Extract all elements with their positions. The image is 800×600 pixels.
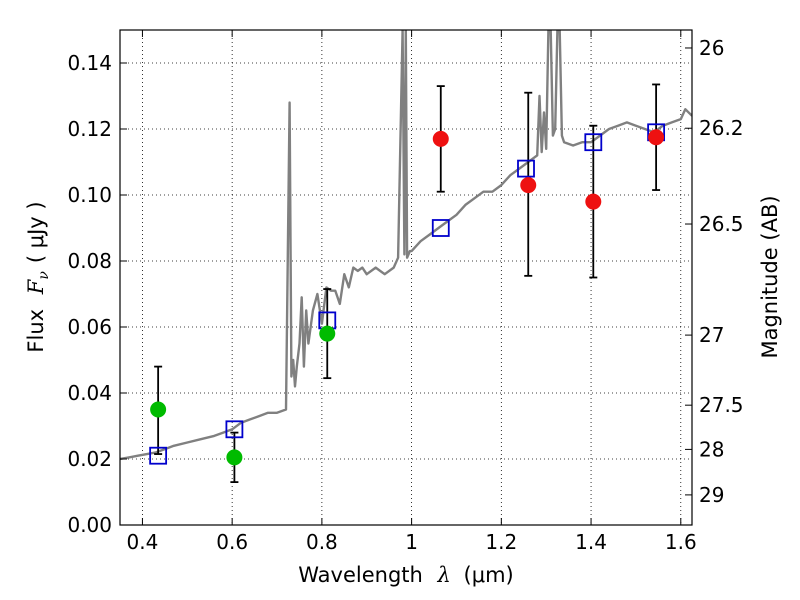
x-axis-title: Wavelength λ (μm)	[298, 563, 513, 587]
x-tick-label: 0.6	[216, 530, 248, 554]
model-band-marker	[517, 159, 535, 178]
y2-tick-label: 26.2	[699, 116, 744, 140]
y-tick-label: 0.06	[67, 315, 112, 339]
data-point	[648, 129, 665, 146]
data-point	[432, 130, 449, 147]
data-point	[520, 177, 537, 194]
model-band-marker	[225, 420, 244, 439]
data-point	[150, 401, 167, 418]
data-point	[585, 193, 602, 210]
x-tick-label: 1.4	[575, 530, 607, 554]
y-tick-label: 0.04	[67, 381, 112, 405]
y2-tick-label: 26	[699, 36, 724, 60]
y2-tick-label: 28	[699, 437, 724, 461]
y-tick-label: 0.14	[67, 51, 112, 75]
model-band-marker	[149, 446, 168, 465]
model-band-marker	[431, 219, 450, 237]
y-axis-title: Flux Fν( μJy )	[24, 201, 52, 352]
plot-area	[120, 30, 692, 484]
y2-tick-label: 27	[699, 323, 724, 347]
x-tick-label: 0.8	[306, 530, 338, 554]
x-tick-label: 1.2	[485, 530, 517, 554]
x-tick-label: 1	[405, 530, 418, 554]
y-tick-label: 0.00	[67, 513, 112, 537]
x-tick-label: 1.6	[665, 530, 697, 554]
x-tick-label: 0.4	[127, 530, 159, 554]
axis-ticks: 0.4 0.6 0.8 1 1.2 1.4 1.6 0.00 0.02 0.04 0.06 0.08 0…	[67, 30, 744, 554]
data-point	[226, 449, 243, 466]
spectrum-line	[120, 30, 692, 461]
data-point	[319, 325, 336, 342]
model-band-marker	[584, 133, 603, 152]
y-tick-label: 0.10	[67, 183, 112, 207]
plot-frame	[119, 29, 693, 526]
y-tick-label: 0.02	[67, 447, 112, 471]
y-tick-label: 0.12	[67, 117, 112, 141]
y2-axis-title: Magnitude (AB)	[758, 195, 782, 358]
y2-tick-label: 27.5	[699, 393, 744, 417]
y2-tick-label: 26.5	[699, 212, 744, 236]
y-tick-label: 0.08	[67, 249, 112, 273]
y2-tick-label: 29	[699, 483, 724, 507]
